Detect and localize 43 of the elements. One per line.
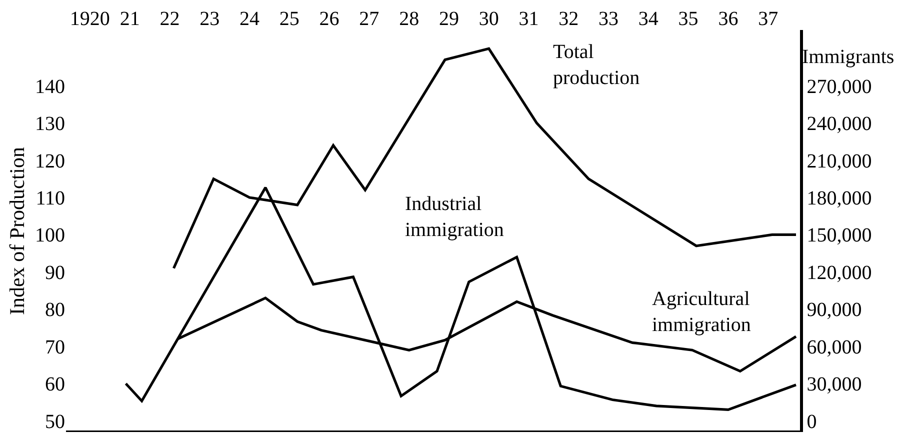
x-tick-label: 28	[399, 8, 420, 30]
y-tick-label: 60	[45, 374, 65, 396]
series-label: Agricultural immigration	[652, 288, 751, 336]
x-tick-label: 25	[279, 8, 300, 30]
x-tick-label: 26	[319, 8, 340, 30]
x-tick-label: 33	[598, 8, 619, 30]
y2-tick-label: 0	[806, 410, 817, 433]
y2-tick-label: 240,000	[806, 113, 872, 136]
x-tick-label: 32	[558, 8, 579, 30]
x-tick-label: 23	[200, 8, 220, 30]
x-tick-label: 1920	[70, 8, 110, 30]
y2-axis-title: Immigrants	[802, 46, 894, 68]
y-tick-label: 80	[45, 299, 65, 322]
y2-tick-label: 150,000	[806, 224, 872, 247]
y-tick-label: 140	[35, 76, 65, 98]
y2-tick-label: 90,000	[806, 299, 862, 322]
x-tick-label: 27	[359, 8, 380, 30]
x-tick-label: 35	[678, 8, 698, 30]
x-tick-label: 24	[240, 8, 260, 30]
series-label: Industrial immigration	[405, 193, 504, 241]
y2-tick-label: 210,000	[806, 150, 872, 172]
y-tick-label: 130	[35, 113, 65, 136]
y-tick-label: 120	[35, 150, 65, 172]
y2-tick-label: 60,000	[806, 336, 862, 358]
y-tick-label: 50	[45, 410, 65, 433]
y-tick-label: 110	[36, 188, 65, 210]
x-tick-label: 22	[160, 8, 180, 30]
y2-tick-label: 30,000	[806, 374, 862, 396]
y2-tick-label: 270,000	[806, 76, 872, 98]
x-tick-label: 34	[638, 8, 658, 30]
x-tick-label: 21	[120, 8, 140, 30]
y-tick-label: 90	[45, 262, 65, 284]
y-axis-title: Index of Production	[5, 146, 30, 315]
y-tick-label: 100	[35, 224, 65, 247]
x-tick-label: 36	[718, 8, 738, 30]
x-tick-label: 37	[758, 8, 778, 30]
x-tick-label: 30	[478, 8, 499, 30]
series-label: Total production	[553, 41, 640, 89]
y2-tick-label: 120,000	[806, 262, 872, 284]
x-tick-label: 29	[438, 8, 459, 30]
y2-tick-label: 180,000	[806, 188, 872, 210]
y-tick-label: 70	[45, 336, 65, 358]
x-tick-label: 31	[518, 8, 539, 30]
